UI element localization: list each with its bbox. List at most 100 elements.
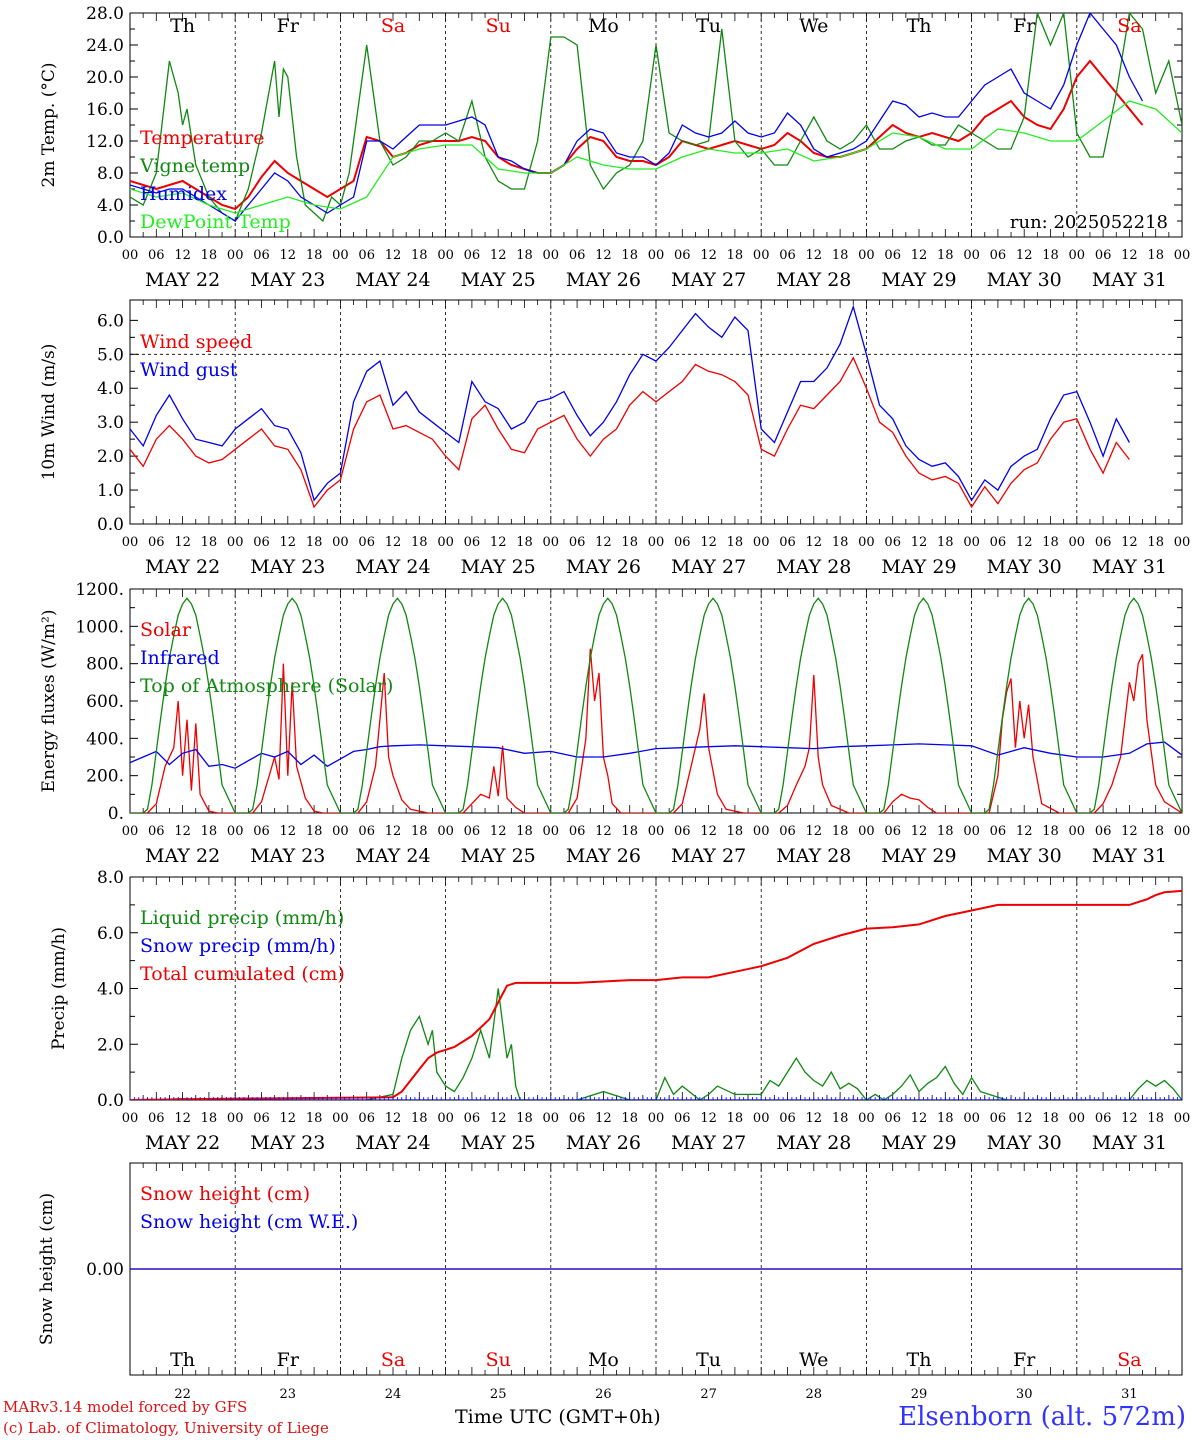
y-tick-label: 6.0 (97, 924, 124, 944)
meteogram-chart: 0.0 4.0 8.0 12.0 16.0 20.0 24.0 28.0 2m Temp. (°… (37, 4, 1191, 1400)
y-tick-label: 2.0 (97, 447, 124, 467)
y-tick-label: 200. (86, 767, 124, 787)
day-of-month-label: 30 (1016, 1387, 1033, 1400)
hour-label: 00 (437, 535, 454, 550)
panel-1: 0.0 4.0 8.0 12.0 16.0 20.0 24.0 28.0 2m Temp. (°… (39, 4, 1190, 291)
weekday-label: Su (486, 15, 511, 37)
date-label: MAY 27 (671, 845, 746, 867)
y-tick-label: 0.00 (86, 1260, 124, 1280)
day-of-month-label: 23 (280, 1387, 297, 1400)
hour-label: 18 (411, 248, 428, 263)
hour-label: 18 (1042, 824, 1059, 839)
panel-3: 0. 200. 400. 600. 800. 1000. 1200. Energy fluxe… (39, 580, 1190, 867)
date-label: MAY 25 (461, 1132, 536, 1154)
weekday-label: Fr (1013, 15, 1036, 37)
weekday-label: Tu (696, 1349, 721, 1371)
series-line (130, 889, 1182, 1100)
hour-label: 00 (122, 1111, 139, 1126)
hour-label: 12 (280, 1111, 297, 1126)
hour-label: 18 (937, 824, 954, 839)
y-tick-label: 0.0 (97, 1091, 124, 1111)
hour-label: 12 (1016, 1111, 1033, 1126)
y-tick-label: 8.0 (97, 164, 124, 184)
y-tick-label: 3.0 (97, 413, 124, 433)
hour-label: 12 (806, 248, 823, 263)
hour-label: 12 (700, 1111, 717, 1126)
hour-label: 12 (385, 824, 402, 839)
panel-5: 0.00 Snow height (cm) Snow height (cm) Snow… (37, 1162, 1183, 1400)
date-label: MAY 29 (881, 845, 956, 867)
date-label: MAY 30 (987, 845, 1062, 867)
date-label: MAY 24 (355, 845, 430, 867)
hour-label: 18 (201, 1111, 218, 1126)
hour-label: 00 (1069, 535, 1086, 550)
hour-label: 00 (963, 535, 980, 550)
hour-label: 12 (700, 535, 717, 550)
hour-label: 06 (253, 824, 270, 839)
y-tick-label: 400. (86, 729, 124, 749)
hour-label: 12 (385, 248, 402, 263)
hour-label: 00 (858, 535, 875, 550)
hour-label: 12 (490, 535, 507, 550)
hour-label: 12 (280, 248, 297, 263)
hour-label: 18 (727, 535, 744, 550)
weekday-label: Th (170, 15, 195, 37)
date-label: MAY 31 (1092, 845, 1167, 867)
date-label: MAY 26 (566, 556, 641, 578)
panel-2: 0.0 1.0 2.0 3.0 4.0 5.0 6.0 10m Wind (m/s) Wind … (39, 299, 1190, 578)
weekday-label: Fr (1013, 1349, 1036, 1371)
legend-entry: Total cumulated (cm) (140, 963, 345, 985)
hour-label: 12 (595, 1111, 612, 1126)
date-label: MAY 31 (1092, 556, 1167, 578)
hour-label: 12 (911, 1111, 928, 1126)
y-tick-label: 20.0 (86, 68, 124, 88)
date-label: MAY 22 (145, 845, 220, 867)
hour-label: 06 (1095, 248, 1112, 263)
hour-label: 00 (332, 824, 349, 839)
hour-label: 06 (148, 1111, 165, 1126)
hour-label: 12 (595, 535, 612, 550)
hour-label: 00 (1174, 1111, 1191, 1126)
day-of-month-label: 27 (700, 1387, 717, 1400)
hour-label: 06 (253, 1111, 270, 1126)
hour-label: 12 (700, 824, 717, 839)
day-of-month-label: 31 (1121, 1387, 1138, 1400)
hour-label: 00 (332, 1111, 349, 1126)
weekday-label: Mo (588, 15, 619, 37)
hour-label: 00 (437, 1111, 454, 1126)
hour-label: 00 (858, 1111, 875, 1126)
hour-label: 06 (569, 248, 586, 263)
hour-label: 18 (1042, 1111, 1059, 1126)
run-label: run: 2025052218 (1010, 212, 1168, 233)
y-tick-label: 4.0 (97, 379, 124, 399)
hour-label: 00 (753, 1111, 770, 1126)
hour-label: 12 (700, 248, 717, 263)
hour-label: 18 (832, 1111, 849, 1126)
plot-frame (129, 588, 1183, 814)
x-axis-title: Time UTC (GMT+0h) (455, 1406, 661, 1428)
date-label: MAY 22 (145, 269, 220, 291)
date-label: MAY 28 (776, 556, 851, 578)
hour-label: 18 (411, 535, 428, 550)
series-line (130, 988, 1182, 1100)
hour-label: 00 (227, 824, 244, 839)
hour-label: 06 (779, 535, 796, 550)
weekday-label: Fr (277, 15, 300, 37)
y-tick-label: 2.0 (97, 1035, 124, 1055)
date-label: MAY 26 (566, 269, 641, 291)
y-tick-label: 0.0 (97, 228, 124, 248)
weekday-label: We (799, 15, 828, 37)
day-of-month-label: 25 (490, 1387, 507, 1400)
hour-label: 00 (1069, 1111, 1086, 1126)
hour-label: 18 (727, 1111, 744, 1126)
hour-label: 18 (516, 1111, 533, 1126)
date-label: MAY 23 (250, 1132, 325, 1154)
hour-label: 06 (674, 248, 691, 263)
date-label: MAY 23 (250, 269, 325, 291)
y-tick-label: 8.0 (97, 868, 124, 888)
hour-label: 12 (806, 535, 823, 550)
hour-label: 12 (490, 1111, 507, 1126)
hour-label: 06 (464, 1111, 481, 1126)
hour-label: 06 (779, 824, 796, 839)
legend-entry: Wind gust (140, 359, 238, 381)
